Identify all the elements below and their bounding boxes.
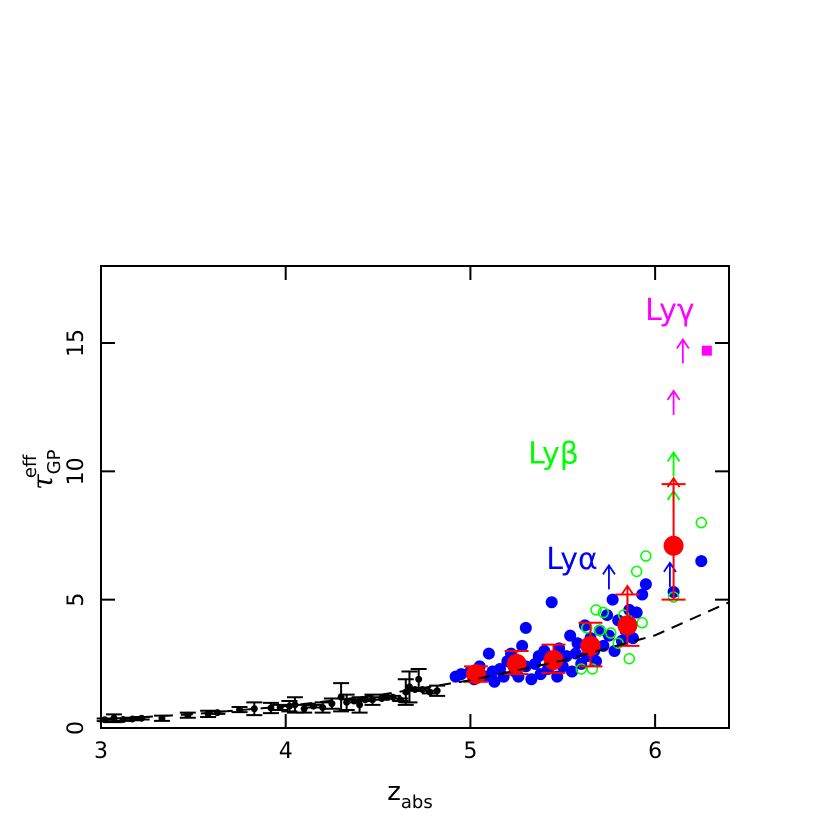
x-axis-label: zabs bbox=[387, 777, 433, 813]
data-point bbox=[138, 714, 146, 722]
mean-point bbox=[506, 653, 527, 674]
data-point bbox=[695, 555, 708, 568]
data-point bbox=[433, 687, 441, 695]
data-point bbox=[415, 675, 423, 683]
y-tick-label: 15 bbox=[64, 329, 89, 357]
data-point bbox=[606, 593, 619, 606]
data-point bbox=[593, 624, 606, 637]
data-point bbox=[319, 703, 327, 711]
data-point bbox=[586, 663, 599, 675]
lower-limit-arrow bbox=[602, 563, 616, 590]
data-point bbox=[300, 705, 308, 713]
data-point bbox=[291, 701, 299, 709]
x-tick-label: 5 bbox=[463, 739, 477, 764]
data-point bbox=[623, 652, 636, 665]
data-point bbox=[636, 588, 649, 601]
annotation: Lyα bbox=[546, 542, 598, 577]
data-point bbox=[488, 675, 501, 688]
data-point bbox=[213, 709, 221, 717]
y-tick-label: 10 bbox=[64, 457, 89, 485]
lower-limit-arrow bbox=[676, 337, 690, 364]
data-point bbox=[250, 705, 258, 713]
data-point bbox=[578, 619, 591, 632]
data-point bbox=[569, 647, 582, 660]
x-label-symbol: z bbox=[387, 777, 401, 807]
data-point bbox=[597, 606, 610, 619]
y-tick-label: 0 bbox=[64, 721, 89, 735]
data-point bbox=[639, 578, 652, 591]
data-point bbox=[605, 627, 617, 639]
y-label-sub: GP bbox=[44, 449, 65, 474]
data-point bbox=[590, 604, 602, 616]
data-point bbox=[630, 565, 643, 578]
data-point bbox=[545, 596, 558, 609]
data-point bbox=[350, 697, 358, 705]
lower-limit-arrow bbox=[666, 450, 681, 477]
data-point bbox=[566, 665, 578, 678]
data-point bbox=[426, 688, 434, 696]
lower-limit-arrow bbox=[666, 389, 681, 415]
plot-frame bbox=[100, 265, 730, 729]
y-label-symbol: τ bbox=[26, 474, 59, 490]
data-point bbox=[519, 621, 532, 634]
annotation: Lyγ bbox=[645, 293, 694, 328]
annotation: Lyβ bbox=[528, 437, 579, 472]
y-label-sup: eff bbox=[20, 454, 41, 478]
x-tick-label: 4 bbox=[279, 739, 293, 764]
data-point bbox=[516, 639, 529, 652]
data-point bbox=[482, 647, 495, 660]
data-point bbox=[276, 703, 284, 711]
data-point bbox=[564, 629, 577, 642]
mean-point bbox=[543, 649, 564, 670]
x-tick-label: 6 bbox=[648, 739, 662, 764]
data-point bbox=[575, 663, 587, 675]
data-point bbox=[356, 701, 364, 709]
data-point bbox=[593, 624, 606, 637]
data-point bbox=[525, 673, 538, 686]
mean-point bbox=[617, 615, 638, 636]
x-tick-label: 3 bbox=[94, 739, 108, 764]
data-point bbox=[630, 606, 643, 619]
data-point bbox=[640, 550, 652, 562]
data-point bbox=[636, 617, 648, 629]
data-point bbox=[389, 693, 397, 701]
fit-line bbox=[100, 601, 730, 721]
mean-point bbox=[465, 664, 486, 685]
data-point bbox=[236, 706, 244, 714]
data-point bbox=[695, 516, 708, 529]
mean-point bbox=[663, 535, 684, 556]
data-point bbox=[361, 696, 369, 704]
data-point bbox=[701, 345, 712, 356]
y-tick-label: 5 bbox=[64, 593, 89, 607]
mean-point bbox=[580, 635, 601, 656]
data-point bbox=[455, 668, 468, 681]
data-point bbox=[309, 702, 317, 710]
y-axis-label: τGPeff bbox=[20, 449, 65, 489]
x-label-sub: abs bbox=[401, 792, 433, 813]
